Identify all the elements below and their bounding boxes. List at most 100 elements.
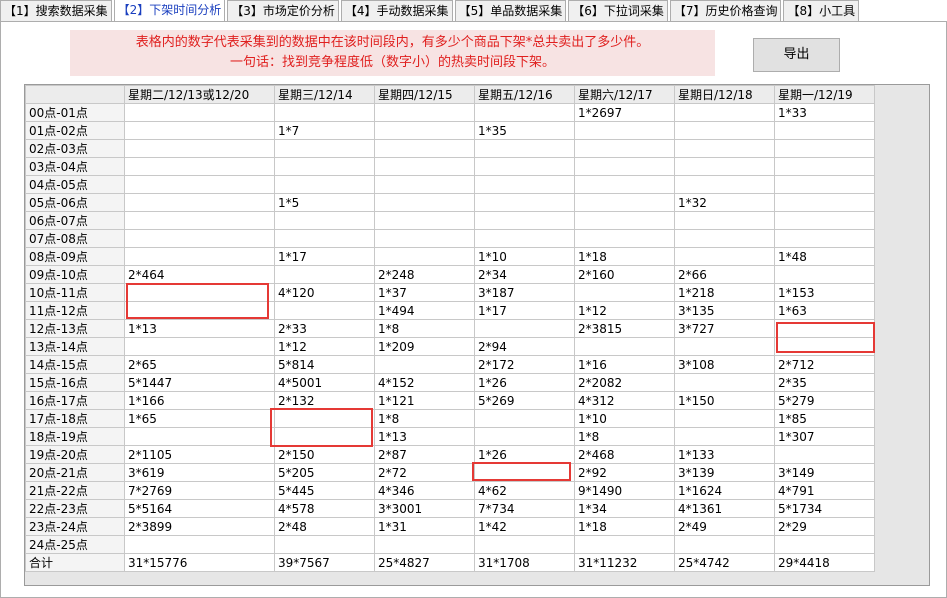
empty-cell bbox=[124, 139, 275, 158]
empty-cell bbox=[274, 103, 375, 122]
empty-cell bbox=[374, 355, 475, 374]
table-cell: 7*2769 bbox=[124, 481, 275, 500]
table-cell: 25*4827 bbox=[374, 553, 475, 572]
table-row: 23点-24点 2*3899 2*48 1*31 1*42 1*18 2*49 2*29 bbox=[25, 517, 875, 536]
tab[interactable]: 【4】手动数据采集 bbox=[340, 0, 453, 21]
empty-cell bbox=[374, 535, 475, 554]
tab[interactable]: 【3】市场定价分析 bbox=[227, 0, 339, 21]
table-cell: 2*29 bbox=[774, 517, 875, 536]
empty-cell bbox=[774, 121, 875, 140]
table-cell: 2*150 bbox=[274, 445, 375, 464]
row-label: 03点-04点 bbox=[25, 157, 125, 176]
empty-cell bbox=[474, 157, 575, 176]
empty-cell bbox=[274, 229, 375, 248]
table-cell: 5*5164 bbox=[124, 499, 275, 518]
table-cell: 4*5001 bbox=[274, 373, 375, 392]
table-cell: 1*150 bbox=[674, 391, 775, 410]
column-header: 星期二/12/13或12/20 bbox=[124, 85, 275, 104]
empty-cell bbox=[374, 157, 475, 176]
empty-cell bbox=[274, 535, 375, 554]
export-button[interactable]: 导出 bbox=[753, 38, 840, 72]
table-cell: 1*65 bbox=[124, 409, 275, 428]
empty-cell bbox=[274, 301, 375, 320]
table-cell: 2*87 bbox=[374, 445, 475, 464]
table-cell: 5*269 bbox=[474, 391, 575, 410]
table-row: 17点-18点 1*65 1*8 1*10 1*85 bbox=[25, 409, 875, 428]
table-row: 24点-25点 bbox=[25, 535, 875, 554]
table-cell: 1*121 bbox=[374, 391, 475, 410]
tab[interactable]: 【7】历史价格查询 bbox=[669, 0, 782, 21]
tab[interactable]: 【1】搜索数据采集 bbox=[0, 0, 112, 21]
empty-cell bbox=[574, 229, 675, 248]
empty-cell bbox=[674, 409, 775, 428]
table-cell: 3*149 bbox=[774, 463, 875, 482]
table-cell: 2*1105 bbox=[124, 445, 275, 464]
empty-cell bbox=[124, 229, 275, 248]
row-label: 18点-19点 bbox=[25, 427, 125, 446]
table-cell: 2*160 bbox=[574, 265, 675, 284]
table-cell: 2*66 bbox=[674, 265, 775, 284]
tab[interactable]: 【2】下架时间分析 bbox=[113, 0, 226, 22]
table-cell: 2*3815 bbox=[574, 319, 675, 338]
table-cell: 4*346 bbox=[374, 481, 475, 500]
table-cell: 1*48 bbox=[774, 247, 875, 266]
tab[interactable]: 【6】下拉词采集 bbox=[568, 0, 668, 21]
table-cell: 1*209 bbox=[374, 337, 475, 356]
empty-cell bbox=[574, 175, 675, 194]
table-cell: 1*10 bbox=[474, 247, 575, 266]
table-row: 09点-10点 2*464 2*248 2*34 2*160 2*66 bbox=[25, 265, 875, 284]
table-cell: 2*34 bbox=[474, 265, 575, 284]
table-cell: 4*791 bbox=[774, 481, 875, 500]
table-cell: 5*1447 bbox=[124, 373, 275, 392]
table-row: 02点-03点 bbox=[25, 139, 875, 158]
empty-cell bbox=[774, 175, 875, 194]
column-header: 星期日/12/18 bbox=[674, 85, 775, 104]
table-row: 00点-01点 1*2697 1*33 bbox=[25, 103, 875, 122]
table-cell: 1*37 bbox=[374, 283, 475, 302]
table-row: 06点-07点 bbox=[25, 211, 875, 230]
empty-cell bbox=[124, 337, 275, 356]
table-cell: 1*8 bbox=[574, 427, 675, 446]
table-row: 07点-08点 bbox=[25, 229, 875, 248]
empty-cell bbox=[124, 157, 275, 176]
table-cell: 39*7567 bbox=[274, 553, 375, 572]
row-label: 06点-07点 bbox=[25, 211, 125, 230]
empty-cell bbox=[274, 211, 375, 230]
table-cell: 4*578 bbox=[274, 499, 375, 518]
tab[interactable]: 【8】小工具 bbox=[783, 0, 860, 21]
empty-cell bbox=[124, 121, 275, 140]
table-row: 16点-17点 1*166 2*132 1*121 5*269 4*312 1*150 5*2… bbox=[25, 391, 875, 410]
table-cell: 4*312 bbox=[574, 391, 675, 410]
column-header: 星期四/12/15 bbox=[374, 85, 475, 104]
highlight-box bbox=[270, 408, 373, 447]
row-label: 19点-20点 bbox=[25, 445, 125, 464]
row-label: 12点-13点 bbox=[25, 319, 125, 338]
tab[interactable]: 【5】单品数据采集 bbox=[454, 0, 567, 21]
table-cell: 3*187 bbox=[474, 283, 575, 302]
table-row: 14点-15点 2*65 5*814 2*172 1*16 3*108 2*712 bbox=[25, 355, 875, 374]
table-row: 21点-22点 7*2769 5*445 4*346 4*62 9*1490 1*1624 4… bbox=[25, 481, 875, 500]
empty-cell bbox=[674, 121, 775, 140]
empty-cell bbox=[774, 265, 875, 284]
table-cell: 1*307 bbox=[774, 427, 875, 446]
table-cell: 1*8 bbox=[374, 409, 475, 428]
empty-cell bbox=[474, 211, 575, 230]
table-cell: 5*205 bbox=[274, 463, 375, 482]
table-cell: 2*35 bbox=[774, 373, 875, 392]
empty-cell bbox=[124, 103, 275, 122]
empty-cell bbox=[574, 337, 675, 356]
table-cell: 1*5 bbox=[274, 193, 375, 212]
table-cell: 7*734 bbox=[474, 499, 575, 518]
empty-cell bbox=[774, 445, 875, 464]
table-cell: 1*13 bbox=[374, 427, 475, 446]
empty-cell bbox=[574, 139, 675, 158]
table-cell: 2*33 bbox=[274, 319, 375, 338]
table-cell: 1*10 bbox=[574, 409, 675, 428]
highlight-box bbox=[776, 322, 875, 353]
table-cell: 1*63 bbox=[774, 301, 875, 320]
time-table: 星期二/12/13或12/20 星期三/12/14 星期四/12/15 星期五/12/… bbox=[25, 85, 875, 572]
table-cell: 1*34 bbox=[574, 499, 675, 518]
empty-cell bbox=[274, 157, 375, 176]
column-header: 星期三/12/14 bbox=[274, 85, 375, 104]
empty-cell bbox=[574, 211, 675, 230]
